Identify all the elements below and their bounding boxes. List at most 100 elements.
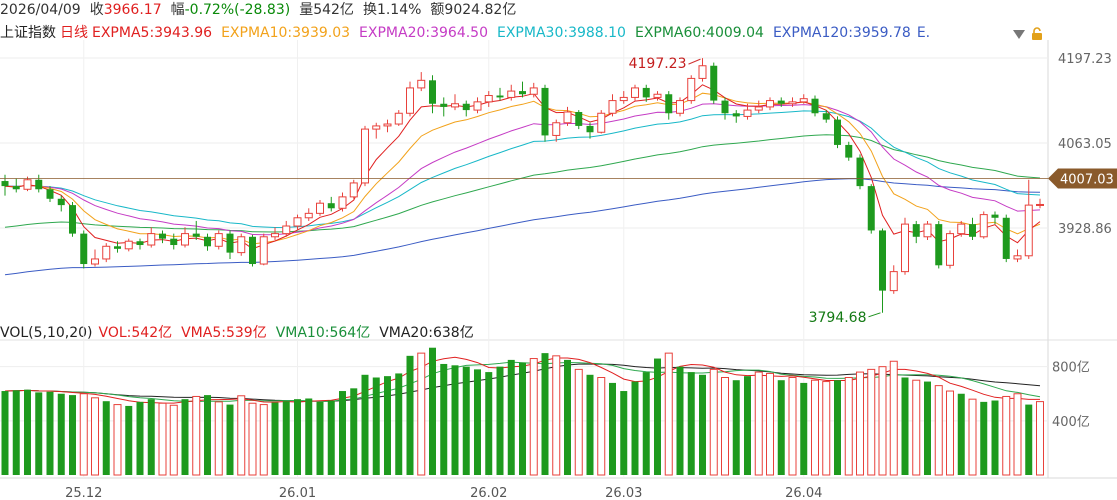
lock-icon[interactable] <box>1031 27 1043 40</box>
period-label[interactable]: 日线 <box>60 25 88 41</box>
candle-body-up <box>338 196 347 209</box>
candle-body-up <box>1024 204 1033 257</box>
current-price-tag <box>1048 168 1117 189</box>
volume-bar-down <box>699 374 706 475</box>
candle-body-down <box>834 119 841 145</box>
ema60-label: EXPMA60:4009.04 <box>634 25 764 41</box>
triangle-down-icon[interactable] <box>1013 30 1025 39</box>
price-tick-label: 4063.05 <box>1058 137 1112 152</box>
candle-body-up <box>653 93 662 98</box>
volume-bar-down <box>429 347 436 475</box>
turnover-label: 换 <box>362 2 377 18</box>
candle-body-up <box>181 233 189 246</box>
volume-title: VOL(5,10,20) <box>0 325 93 341</box>
candle-body-up <box>901 223 909 273</box>
candle-body-down <box>710 65 718 101</box>
volume-bar-down <box>507 359 515 475</box>
candle-body-up <box>743 109 752 117</box>
vma10-label: VMA10:564亿 <box>275 325 371 341</box>
candle-body-down <box>912 224 920 237</box>
candle-body-down <box>845 144 853 158</box>
candle-body-down <box>46 189 54 199</box>
candle-body-down <box>136 241 144 246</box>
candle-body-down <box>35 179 43 190</box>
close-label: 收 <box>89 2 104 18</box>
candle-body-up <box>259 236 268 265</box>
volume-bar-down <box>372 377 380 475</box>
ema10-label: EXPMA10:3939.03 <box>221 25 351 41</box>
volume-bar-up <box>856 371 864 476</box>
volume-bar-down <box>631 381 639 475</box>
volume-bar-down <box>901 377 909 475</box>
volume-bar-down <box>102 401 110 475</box>
volume-bar-up <box>214 401 223 476</box>
candle-body-up <box>754 106 763 111</box>
ema10-line <box>4 92 1041 245</box>
candle-body-down <box>519 91 526 95</box>
volume-bar-up <box>248 402 257 476</box>
candle-body-up <box>619 96 628 102</box>
volume-bar-up <box>867 368 876 476</box>
candle-body-up <box>349 182 358 198</box>
candle-body-down <box>665 94 673 114</box>
candle-body-up <box>316 202 324 214</box>
volume-bar-down <box>462 366 470 475</box>
volume-bar-down <box>339 391 346 475</box>
candle-body-down <box>777 100 785 104</box>
volume-bar-up <box>934 385 943 476</box>
candle-body-down <box>541 87 549 136</box>
candle-body-up <box>293 217 302 227</box>
ema5-label: EXPMA5:3943.96 <box>92 25 213 41</box>
volume-bar-down <box>924 381 931 475</box>
candle-body-down <box>80 233 88 265</box>
volume-bar-up <box>158 402 167 476</box>
vma5-label: VMA5:539亿 <box>181 325 267 341</box>
volume-bar-down <box>485 372 493 475</box>
low-annotation-leader <box>868 312 881 318</box>
volume-bar-down <box>642 372 650 475</box>
ema5-line <box>4 84 1041 250</box>
volume-bar-down <box>282 401 290 475</box>
volume-bar-down <box>496 366 504 475</box>
volume-bar-down <box>957 393 965 475</box>
candle-body-up <box>372 125 381 130</box>
current-price-label: 4007.03 <box>1060 172 1114 187</box>
volume-bar-down <box>46 391 54 475</box>
volume-bar-up <box>417 352 426 476</box>
candle-body-down <box>575 111 583 126</box>
volume-bar-down <box>294 399 301 475</box>
candle-body-down <box>12 186 20 190</box>
candle-body-down <box>429 80 436 104</box>
date-tick-label: 25.12 <box>65 486 102 500</box>
volume-bar-up <box>664 352 673 476</box>
change-value: -0.72%(-28.83) <box>184 2 291 18</box>
volume-bar-up <box>766 372 774 476</box>
quote-info-row: 2026/04/09 收3966.17 幅-0.72%(-28.83) 量542亿 换1… <box>0 1 525 19</box>
candle-body-up <box>282 225 291 235</box>
candle-body-up <box>923 223 932 238</box>
volume-bar-up <box>529 358 538 476</box>
index-name: 上证指数 <box>0 25 56 41</box>
more-indicators-label[interactable]: E. <box>916 25 931 41</box>
volume-bar-down <box>406 355 414 475</box>
candle-body-down <box>249 236 256 265</box>
volume-bar-down <box>125 405 133 475</box>
volume-bar-up <box>878 366 887 476</box>
candle-body-up <box>788 101 797 105</box>
volume-bar-down <box>676 366 684 475</box>
ema20-label: EXPMA20:3964.50 <box>359 25 488 41</box>
candle-body-down <box>159 233 166 239</box>
ema60-line <box>4 134 1041 233</box>
candle-body-up <box>102 245 111 260</box>
candle-body-down <box>57 198 65 206</box>
price-tick-label: 3928.86 <box>1058 222 1112 237</box>
candle-body-down <box>811 98 819 114</box>
candle-body-up <box>608 100 617 114</box>
close-value: 3966.17 <box>103 2 162 18</box>
volume-bar-down <box>1025 404 1033 475</box>
candle-body-up <box>406 87 414 114</box>
volume-label: 量 <box>299 2 314 18</box>
volume-bar-up <box>968 398 977 476</box>
volume-bar-down <box>35 392 43 475</box>
